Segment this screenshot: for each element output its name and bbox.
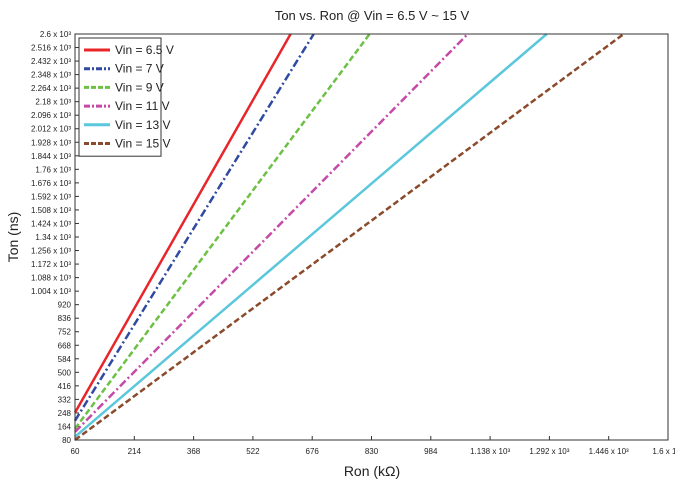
x-tick-label: 676: [306, 447, 320, 456]
legend-label: Vin = 6.5 V: [115, 43, 174, 57]
chart-title: Ton vs. Ron @ Vin = 6.5 V ~ 15 V: [275, 8, 470, 23]
y-tick-label: 1.676 x 10³: [31, 179, 71, 188]
legend-label: Vin = 15 V: [115, 137, 171, 151]
y-tick-label: 752: [58, 328, 72, 337]
y-tick-label: 1.424 x 10³: [31, 219, 71, 228]
x-tick-label: 984: [424, 447, 438, 456]
y-tick-label: 2.096 x 10³: [31, 111, 71, 120]
y-tick-label: 164: [58, 422, 72, 431]
x-tick-label: 60: [71, 447, 80, 456]
y-tick-label: 1.34 x 10³: [35, 233, 71, 242]
series-line-5: [74, 33, 548, 438]
y-tick-label: 416: [58, 382, 72, 391]
y-tick-label: 2.18 x 10³: [35, 98, 71, 107]
x-tick-label: 1.138 x 10³: [470, 447, 510, 456]
x-tick-label: 1.292 x 10³: [529, 447, 569, 456]
y-tick-label: 80: [62, 436, 71, 445]
series-line-3: [73, 33, 371, 430]
series-line-1: [73, 33, 292, 414]
legend-box: [78, 37, 162, 157]
plot-lines: [73, 32, 625, 442]
y-tick-label: 2.348 x 10³: [31, 71, 71, 80]
x-tick-label: 368: [187, 447, 201, 456]
y-tick-label: 332: [58, 395, 72, 404]
legend-label: Vin = 7 V: [115, 62, 164, 76]
y-axis: 80 164 248 332 416 500 584 668 752 836 920 1.004 x …: [31, 30, 79, 445]
x-axis: 60 214 368 522 676 830 984 1.138 x 10³ 1.292 x 1…: [71, 436, 675, 456]
series-line-2: [73, 33, 315, 422]
y-tick-label: 2.6 x 10³: [40, 30, 71, 39]
y-tick-label: 584: [58, 355, 72, 364]
x-tick-label: 830: [365, 447, 379, 456]
legend-label: Vin = 11 V: [115, 99, 170, 113]
y-tick-label: 836: [58, 314, 72, 323]
y-tick-label: 1.76 x 10³: [35, 165, 71, 174]
legend: Vin = 6.5 V Vin = 7 V Vin = 9 V Vin = 11 V V…: [78, 37, 174, 157]
series-line-4: [74, 33, 469, 433]
x-tick-label: 1.446 x 10³: [589, 447, 629, 456]
y-tick-label: 500: [58, 368, 72, 377]
y-tick-label: 1.088 x 10³: [31, 274, 71, 283]
legend-label: Vin = 13 V: [115, 118, 171, 132]
y-tick-label: 2.012 x 10³: [31, 125, 71, 134]
x-tick-label: 1.6 x 10³: [652, 447, 675, 456]
y-tick-label: 1.256 x 10³: [31, 247, 71, 256]
y-tick-label: 2.264 x 10³: [31, 84, 71, 93]
x-tick-label: 214: [128, 447, 142, 456]
x-axis-label: Ron (kΩ): [344, 463, 400, 479]
y-tick-label: 668: [58, 341, 72, 350]
y-tick-label: 1.004 x 10³: [31, 287, 71, 296]
y-tick-label: 248: [58, 409, 72, 418]
y-tick-label: 920: [58, 301, 72, 310]
y-axis-label: Ton (ns): [5, 212, 21, 263]
y-tick-label: 1.592 x 10³: [31, 192, 71, 201]
legend-label: Vin = 9 V: [115, 80, 164, 94]
x-tick-label: 522: [246, 447, 260, 456]
y-tick-label: 2.516 x 10³: [31, 44, 71, 53]
y-tick-label: 1.928 x 10³: [31, 138, 71, 147]
y-tick-label: 2.432 x 10³: [31, 57, 71, 66]
y-tick-label: 1.508 x 10³: [31, 206, 71, 215]
series-line-6: [74, 32, 625, 442]
y-tick-label: 1.844 x 10³: [31, 152, 71, 161]
plot-area: [74, 33, 669, 441]
y-tick-label: 1.172 x 10³: [31, 260, 71, 269]
